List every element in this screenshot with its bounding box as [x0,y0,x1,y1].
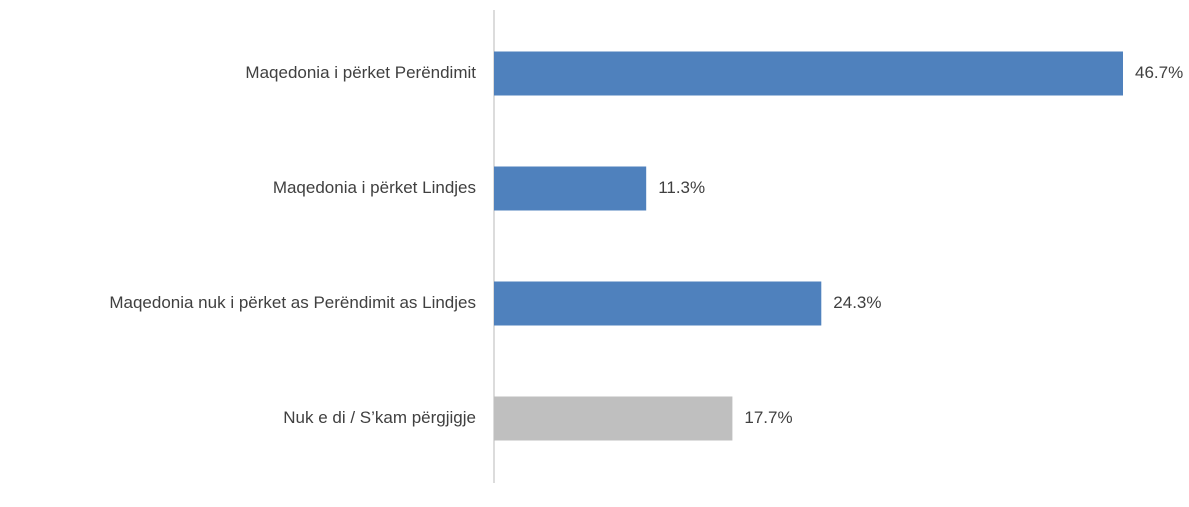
bar [494,281,822,326]
data-label: 24.3% [833,293,881,312]
bar [494,396,733,441]
category-label: Maqedonia i përket Lindjes [273,178,476,197]
data-label: 11.3% [658,178,705,197]
category-label: Nuk e di / S’kam përgjigje [283,408,476,427]
bar [494,51,1123,96]
data-label: 17.7% [744,408,792,427]
category-label: Maqedonia i përket Perëndimit [245,63,476,82]
bar [494,166,647,211]
data-label: 46.7% [1135,63,1183,82]
category-label: Maqedonia nuk i përket as Perëndimit as … [109,293,476,312]
